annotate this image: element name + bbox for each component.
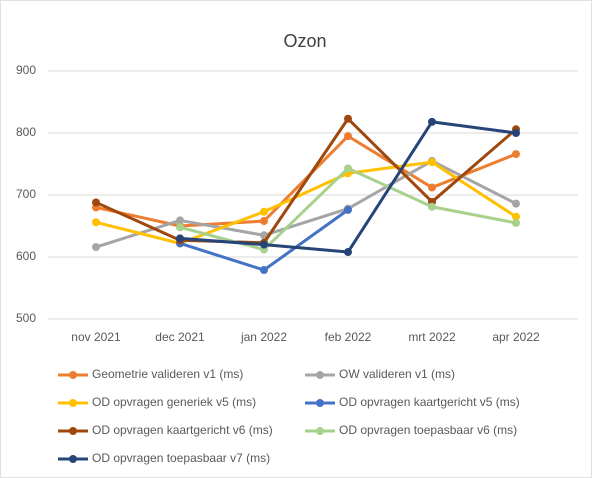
data-point <box>92 218 100 227</box>
data-point <box>260 266 268 275</box>
data-point <box>92 243 100 252</box>
legend-marker <box>69 455 77 463</box>
data-point <box>260 207 268 216</box>
legend-marker <box>316 399 324 407</box>
data-point <box>512 150 520 159</box>
data-point <box>428 202 436 211</box>
legend-label: OW valideren v1 (ms) <box>339 367 455 381</box>
legend-marker <box>69 427 77 435</box>
y-tick-label: 600 <box>16 249 36 263</box>
data-point <box>512 129 520 137</box>
legend-marker <box>69 371 77 379</box>
legend-marker <box>69 399 77 407</box>
data-point <box>344 132 352 141</box>
data-point <box>176 216 184 225</box>
data-point <box>344 114 352 123</box>
y-tick-label: 700 <box>16 187 36 201</box>
legend-marker <box>316 371 324 379</box>
legend-label: OD opvragen toepasbaar v7 (ms) <box>92 451 270 465</box>
data-point <box>512 218 520 227</box>
data-point <box>176 234 184 243</box>
data-point <box>428 183 436 192</box>
legend-label: OD opvragen toepasbaar v6 (ms) <box>339 423 517 437</box>
data-point <box>344 205 352 214</box>
series-line <box>95 159 517 249</box>
y-tick-label: 500 <box>16 311 36 325</box>
x-tick-label: mrt 2022 <box>408 330 456 344</box>
x-tick-label: feb 2022 <box>325 330 372 344</box>
legend-label: OD opvragen generiek v5 (ms) <box>92 395 256 409</box>
data-point <box>260 217 268 226</box>
legend-label: OD opvragen kaartgericht v6 (ms) <box>92 423 273 437</box>
x-tick-label: apr 2022 <box>492 330 540 344</box>
series-line <box>95 160 517 245</box>
y-tick-label: 900 <box>16 63 36 77</box>
data-point <box>344 248 352 257</box>
legend-marker <box>316 427 324 435</box>
data-point <box>344 164 352 173</box>
legend-label: Geometrie valideren v1 (ms) <box>92 367 243 381</box>
y-tick-label: 800 <box>16 125 36 139</box>
data-point <box>260 240 268 249</box>
data-point <box>428 158 436 167</box>
data-point <box>512 199 520 208</box>
chart-title: Ozon <box>283 31 326 51</box>
data-point <box>512 212 520 221</box>
data-point <box>428 117 436 126</box>
x-tick-label: dec 2021 <box>155 330 205 344</box>
x-tick-label: nov 2021 <box>71 330 121 344</box>
x-tick-label: jan 2022 <box>240 330 287 344</box>
data-point <box>176 223 184 232</box>
data-point <box>92 198 100 207</box>
legend-label: OD opvragen kaartgericht v5 (ms) <box>339 395 520 409</box>
series-line <box>95 117 517 245</box>
